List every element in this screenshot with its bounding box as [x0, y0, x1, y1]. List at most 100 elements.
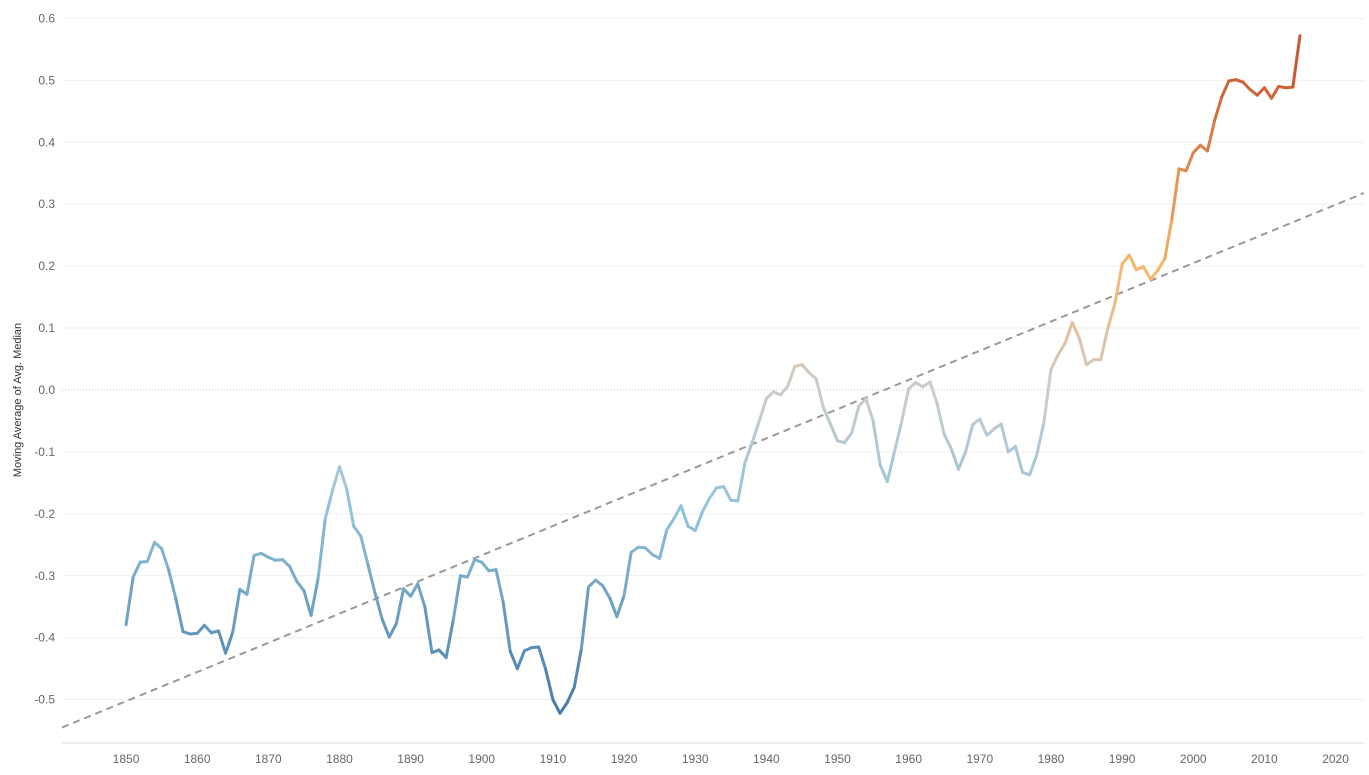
x-tick-label: 1960: [895, 752, 922, 766]
series-segment: [900, 387, 911, 424]
x-tick-label: 2000: [1180, 752, 1207, 766]
series-segment: [579, 585, 590, 651]
series-segment: [1077, 337, 1089, 367]
series-segment: [544, 668, 555, 702]
series-segment: [964, 423, 975, 454]
x-tick-label: 2020: [1322, 752, 1349, 766]
series-segment: [1035, 421, 1046, 457]
series-segment: [480, 560, 491, 573]
series-segment: [352, 524, 363, 538]
series-segment: [608, 596, 619, 619]
x-tick-label: 1900: [468, 752, 495, 766]
series-segment: [288, 564, 299, 583]
series-segment: [1063, 320, 1074, 345]
series-segment: [494, 568, 505, 604]
series-segment: [1141, 265, 1153, 281]
series-segment: [466, 558, 477, 579]
series-segment: [1113, 262, 1124, 305]
series-segment: [814, 377, 825, 409]
series-segment: [558, 701, 569, 715]
series-segment: [722, 485, 733, 502]
series-segment: [366, 563, 377, 595]
series-segment: [850, 404, 861, 435]
y-axis-label: Moving Average of Avg. Median: [12, 323, 24, 477]
x-tick-label: 1860: [184, 752, 211, 766]
x-axis-ticks: 1850 1860 1870 1880 1890 1900 1910 1920 1930 1940…: [113, 752, 1350, 766]
series-segment: [594, 578, 605, 588]
series-segment: [985, 427, 996, 437]
trend-line: [61, 192, 1365, 729]
series-segment: [323, 489, 334, 521]
series-segment: [1056, 341, 1067, 357]
series-segment: [416, 582, 427, 609]
series-segment: [779, 384, 790, 397]
series-segment: [1205, 119, 1217, 153]
series-segment: [1241, 80, 1252, 92]
series-segment: [245, 553, 256, 596]
series-segment: [800, 363, 811, 375]
series-segment: [878, 463, 889, 484]
series-segment: [508, 649, 519, 671]
series-segment: [217, 629, 228, 655]
x-tick-label: 1890: [397, 752, 424, 766]
series-segment: [750, 419, 761, 445]
series-segment: [537, 645, 548, 672]
series-segment: [160, 547, 171, 572]
series-segment: [174, 597, 185, 634]
series-segment: [1156, 257, 1167, 272]
series-segment: [565, 685, 576, 705]
series-segment: [359, 534, 370, 567]
x-tick-label: 1910: [540, 752, 567, 766]
series-segment: [1163, 217, 1174, 261]
x-tick-label: 1940: [753, 752, 780, 766]
series-segment: [1291, 34, 1302, 89]
y-tick-label: 0.0: [38, 383, 55, 397]
y-tick-label: 0.4: [38, 135, 55, 149]
series-segment: [679, 504, 690, 528]
y-tick-label: 0.2: [38, 259, 55, 273]
x-tick-label: 1950: [824, 752, 851, 766]
series-segment: [224, 630, 235, 655]
x-tick-label: 1980: [1038, 752, 1065, 766]
series-segment: [999, 422, 1010, 454]
series-segment: [1127, 253, 1138, 272]
series-segment: [402, 587, 413, 598]
series-segment: [935, 402, 946, 437]
series-segment: [757, 397, 768, 423]
series-segment: [231, 587, 242, 634]
x-tick-label: 1870: [255, 752, 282, 766]
series-segment: [892, 420, 904, 454]
series-segment: [1191, 143, 1202, 155]
series-segment: [928, 380, 939, 406]
series-segment: [707, 486, 719, 500]
series-segment: [295, 579, 306, 593]
series-segment: [409, 582, 420, 598]
series-segment: [380, 617, 391, 639]
series-segment: [807, 371, 818, 381]
series-segment: [423, 605, 434, 655]
series-segment: [1106, 301, 1117, 330]
x-tick-label: 1970: [966, 752, 993, 766]
series-segment: [1184, 151, 1195, 173]
series-segment: [572, 647, 583, 689]
series-segment: [501, 600, 512, 653]
series-segment: [828, 422, 840, 443]
y-tick-label: 0.6: [38, 11, 55, 25]
series-segment: [601, 584, 612, 600]
series-segment: [281, 558, 292, 568]
series-segment: [337, 465, 349, 490]
series-segment: [1248, 88, 1259, 97]
series-segment: [1170, 167, 1181, 221]
series-segment: [871, 419, 882, 467]
y-tick-label: 0.1: [38, 321, 55, 335]
series-segment: [885, 450, 896, 484]
series-segment: [956, 450, 968, 471]
series-segment: [1149, 268, 1160, 281]
y-tick-label: -0.5: [34, 693, 55, 707]
series-segment: [551, 698, 562, 715]
series-segment: [643, 546, 655, 557]
series-segment: [743, 441, 754, 464]
x-tick-label: 1880: [326, 752, 353, 766]
series-segment: [786, 364, 797, 388]
